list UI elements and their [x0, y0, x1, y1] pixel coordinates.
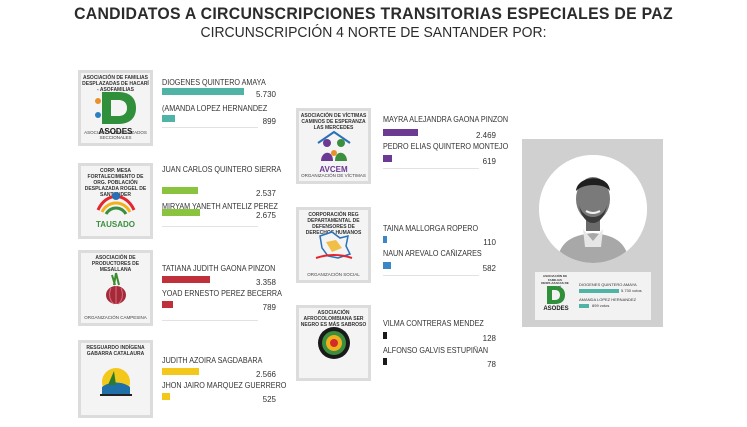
vote-bar [383, 155, 392, 162]
vote-count: 128 [482, 334, 496, 343]
logo-panel: ASOCIACIÓN DE VÍCTIMAS CAMINOS DE ESPERA… [299, 111, 368, 181]
organization-name: ASOCIACIÓN DE PRODUCTORES DE MESALLANA [91, 255, 140, 273]
page-title: CANDIDATOS A CIRCUNSCRIPCIONES TRANSITOR… [74, 4, 673, 23]
organization-logo: ASOCIACIÓN DE PRODUCTORES DE MESALLANA OR… [78, 250, 153, 326]
mini-asodes-logo [547, 286, 565, 304]
organization-name: ASOCIACIÓN DE VÍCTIMAS CAMINOS DE ESPERA… [300, 113, 367, 131]
vote-count: 2.469 [475, 131, 496, 140]
logo-subtitle: ORGANIZACIÓN DE VÍCTIMAS [301, 173, 366, 178]
mini-bar1 [579, 289, 619, 293]
avcem-people-icon [316, 130, 351, 161]
candidate-name: ALFONSO GALVIS ESTUPIÑAN [383, 346, 489, 355]
candidate-name: JUAN CARLOS QUINTERO SIERRA [162, 165, 282, 174]
vote-count: 110 [483, 238, 496, 247]
vote-bar [383, 358, 387, 365]
vote-bar [162, 368, 199, 375]
group-separator [383, 168, 479, 169]
group-separator [162, 226, 258, 227]
vote-count: 619 [482, 157, 496, 166]
asodes-d-logo [94, 92, 136, 124]
vote-bar [162, 187, 198, 194]
candidate-name: DIOGENES QUINTERO AMAYA [162, 78, 266, 87]
vote-count: 3.358 [255, 278, 276, 287]
organization-name: RESGUARDO INDÍGENA GABARRA CATALAURA [86, 345, 145, 357]
logo-panel: ASOCIACIÓN AFROCOLOMBIANA SER NEGRO ES M… [299, 308, 368, 378]
logo-panel: ASOCIACIÓN DE FAMILIAS DESPLAZADAS DE HA… [81, 73, 150, 143]
logo-subtitle: ORGANIZACIÓN SOCIAL [307, 272, 360, 277]
logo-wordmark: ASODES [98, 127, 133, 136]
candidate-name: PEDRO ELIAS QUINTERO MONTEJO [383, 142, 509, 151]
mini-logo-text: ASODES [543, 306, 569, 312]
candidate-name: MAYRA ALEJANDRA GAONA PINZON [383, 115, 509, 124]
vote-count: 78 [487, 360, 496, 369]
vote-bar [162, 209, 200, 216]
winner-mini-card: ASOCIACIÓN DE FAMILIAS DESPLAZADAS DE HA… [535, 272, 651, 320]
candidate-name: JHON JAIRO MARQUEZ GUERRERO [162, 381, 287, 390]
vote-count: 582 [482, 264, 496, 273]
logo-panel: ASOCIACIÓN DE PRODUCTORES DE MESALLANA OR… [81, 253, 150, 323]
candidate-photo [539, 155, 647, 263]
map-outline-icon [315, 231, 352, 259]
organization-logo: RESGUARDO INDÍGENA GABARRA CATALAURA [78, 340, 153, 418]
vote-count: 525 [262, 395, 276, 404]
logo-panel: RESGUARDO INDÍGENA GABARRA CATALAURA [81, 343, 150, 415]
candidate-name: VILMA CONTRERAS MENDEZ [383, 319, 484, 328]
candidate-name: YOAD ERNESTO PEREZ BECERRA [162, 289, 282, 298]
group-separator [162, 127, 258, 128]
mini-votes2: 899 votos [592, 303, 610, 308]
vote-bar [162, 301, 173, 308]
candidate-name: TATIANA JUDITH GAONA PINZON [162, 264, 276, 273]
vote-bar [162, 115, 175, 122]
organization-logo: ASOCIACIÓN AFROCOLOMBIANA SER NEGRO ES M… [296, 305, 371, 381]
organization-logo: ASOCIACIÓN DE VÍCTIMAS CAMINOS DE ESPERA… [296, 108, 371, 184]
organization-logo: CORP. MESA FORTALECIMIENTO DE ORG. POBLA… [78, 163, 153, 239]
logo-panel: CORPORACIÓN REG DEPARTAMENTAL DE DEFENSO… [299, 210, 368, 280]
candidate-name: MIRYAM YANETH ANTELIZ PEREZ [162, 202, 278, 211]
candidate-name: TAINA MALLORGA ROPERO [383, 224, 479, 233]
vote-bar [162, 276, 210, 283]
candidate-name: (AMANDA LOPEZ HERNANDEZ [162, 104, 268, 113]
logo-subtitle: ORGANIZACIÓN CAMPESINA [84, 315, 147, 320]
organization-name: ASOCIACIÓN DE FAMILIAS DESPLAZADAS DE HA… [82, 75, 149, 93]
vote-bar [383, 262, 391, 269]
mini-votes1: 5.730 votos [621, 288, 642, 293]
logo-wordmark: TAUSADO [96, 220, 135, 229]
vote-bar [162, 88, 244, 95]
vote-count: 2.537 [255, 189, 276, 198]
group-separator [162, 320, 258, 321]
page-subtitle: CIRCUNSCRIPCIÓN 4 NORTE DE SANTANDER POR… [200, 24, 547, 41]
vote-count: 899 [262, 117, 276, 126]
organization-logo: CORPORACIÓN REG DEPARTAMENTAL DE DEFENSO… [296, 207, 371, 283]
onion-icon [105, 272, 126, 305]
vote-bar [162, 393, 170, 400]
vote-bar [383, 236, 387, 243]
organization-logo: ASOCIACIÓN DE FAMILIAS DESPLAZADAS DE HA… [78, 70, 153, 146]
indigenous-landscape-icon [99, 368, 132, 396]
vote-count: 2.675 [255, 211, 276, 220]
vote-count: 5.730 [255, 90, 276, 99]
winner-panel: ASOCIACIÓN DE FAMILIAS DESPLAZADAS DE HA… [522, 139, 663, 327]
vote-count: 789 [262, 303, 276, 312]
afro-circle-logo [317, 327, 350, 359]
organization-name: ASOCIACIÓN AFROCOLOMBIANA SER NEGRO ES M… [300, 310, 367, 328]
mini-bar2 [579, 304, 589, 308]
logo-wordmark: AVCEM [319, 165, 348, 174]
candidate-name: NAUN AREVALO CAÑIZARES [383, 249, 482, 258]
group-separator [383, 275, 479, 276]
mini-candidate2: AMANDA LOPEZ HERNANDEZ [579, 297, 637, 302]
candidate-name: JUDITH AZOIRA SAGDABARA [162, 356, 263, 365]
vote-count: 2.566 [255, 370, 276, 379]
mini-candidate1: DIOGENES QUINTERO AMAYA [579, 282, 637, 287]
vote-bar [383, 332, 387, 339]
dove-hands-logo [96, 192, 135, 215]
vote-bar [383, 129, 418, 136]
logo-subtitle: ASOCIACIÓN DESPLAZADOS SECCIONALES [84, 130, 147, 140]
logo-panel: CORP. MESA FORTALECIMIENTO DE ORG. POBLA… [81, 166, 150, 236]
